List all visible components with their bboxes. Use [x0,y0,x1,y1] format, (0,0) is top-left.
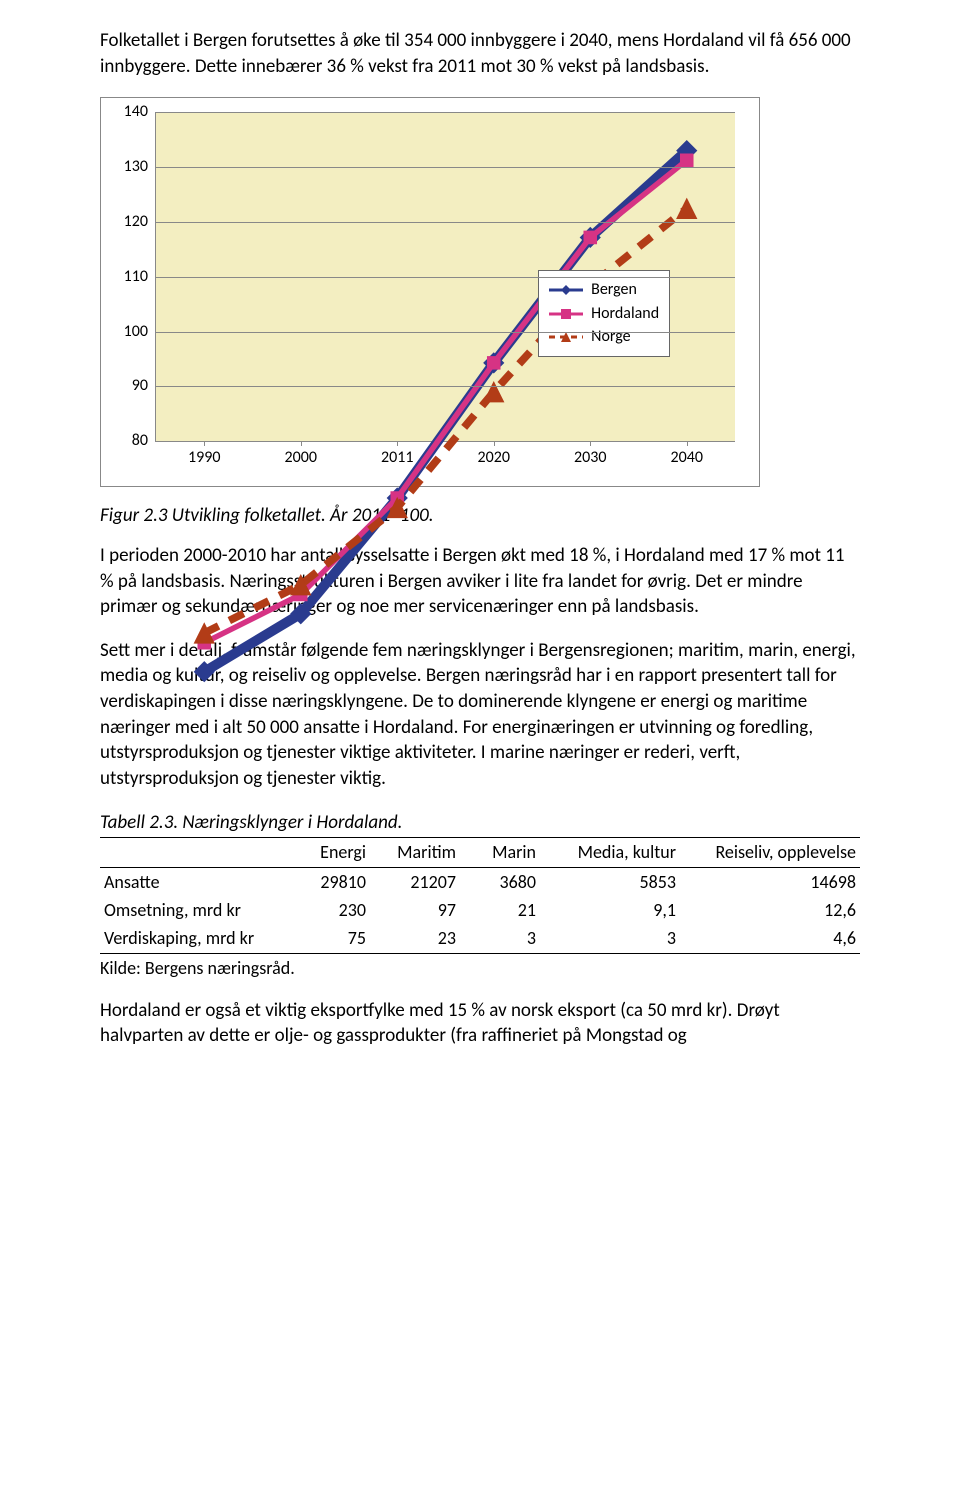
x-tick [590,441,591,446]
table-cell: 12,6 [680,896,860,924]
table-cell: 21 [460,896,540,924]
legend-label: Bergen [591,279,637,301]
series-line-bergen [204,151,687,672]
y-axis-label: 110 [124,266,156,288]
table-cell: 230 [290,896,370,924]
table-cell: 97 [370,896,460,924]
legend-item: Norge [549,326,659,348]
chart-plot-area: BergenHordalandNorge 8090100110120130140… [155,112,735,442]
series-marker [680,154,693,167]
series-marker [584,231,597,244]
x-tick [494,441,495,446]
table-cell: 3680 [460,867,540,896]
legend-item: Hordaland [549,303,659,325]
legend-label: Norge [591,326,630,348]
legend-item: Bergen [549,279,659,301]
table-header-cell: Reiseliv, opplevelse [680,838,860,867]
x-tick [204,441,205,446]
chart-gridline [156,277,735,278]
table-cell: 14698 [680,867,860,896]
table-cell: 9,1 [540,896,680,924]
y-axis-label: 130 [124,156,156,178]
paragraph-4: Hordaland er også et viktig eksportfylke… [100,998,860,1049]
chart-gridline [156,167,735,168]
chart-gridline [156,332,735,333]
legend-swatch [549,283,583,297]
population-chart: BergenHordalandNorge 80 90 100 110 120 130 140… [100,97,760,487]
table-row: Verdiskaping, mrd kr7523334,6 [100,924,860,953]
legend-label: Hordaland [591,303,659,325]
table-cell: Omsetning, mrd kr [100,896,290,924]
table-section: Tabell 2.3. Næringsklynger i Hordaland. … [100,810,860,980]
table-row: Omsetning, mrd kr23097219,112,6 [100,896,860,924]
table-cell: Ansatte [100,867,290,896]
table-cell: 3 [540,924,680,953]
table-cell: 4,6 [680,924,860,953]
table-header-cell: Energi [290,838,370,867]
table-cell: 3 [460,924,540,953]
table-header-row: EnergiMaritimMarinMedia, kulturReiseliv,… [100,838,860,867]
legend-swatch [549,307,583,321]
table-cell: 29810 [290,867,370,896]
table-header-cell [100,838,290,867]
table-header-cell: Media, kultur [540,838,680,867]
table-body: Ansatte29810212073680585314698Omsetning,… [100,867,860,953]
chart-svg [156,112,735,691]
series-marker [677,199,697,219]
y-axis-label: 100 [124,321,156,343]
table-cell: 75 [290,924,370,953]
table-row: Ansatte29810212073680585314698 [100,867,860,896]
table-header-cell: Marin [460,838,540,867]
table-source: Kilde: Bergens næringsråd. [100,956,860,980]
chart-gridline [156,112,735,113]
chart-legend: BergenHordalandNorge [538,270,670,357]
table-cell: 21207 [370,867,460,896]
chart-gridline [156,222,735,223]
table-title: Tabell 2.3. Næringsklynger i Hordaland. [100,810,860,836]
x-tick [687,441,688,446]
y-axis-label: 90 [132,376,156,398]
y-axis-label: 140 [124,101,156,123]
y-axis-label: 80 [132,430,156,452]
table-cell: 23 [370,924,460,953]
series-marker [487,357,500,370]
table-cell: 5853 [540,867,680,896]
x-tick [397,441,398,446]
chart-gridline [156,386,735,387]
x-tick [301,441,302,446]
intro-paragraph: Folketallet i Bergen forutsettes å øke t… [100,28,860,79]
series-line-hordaland [204,161,687,644]
industry-table: EnergiMaritimMarinMedia, kulturReiseliv,… [100,837,860,953]
table-header-cell: Maritim [370,838,460,867]
table-cell: Verdiskaping, mrd kr [100,924,290,953]
y-axis-label: 120 [124,211,156,233]
